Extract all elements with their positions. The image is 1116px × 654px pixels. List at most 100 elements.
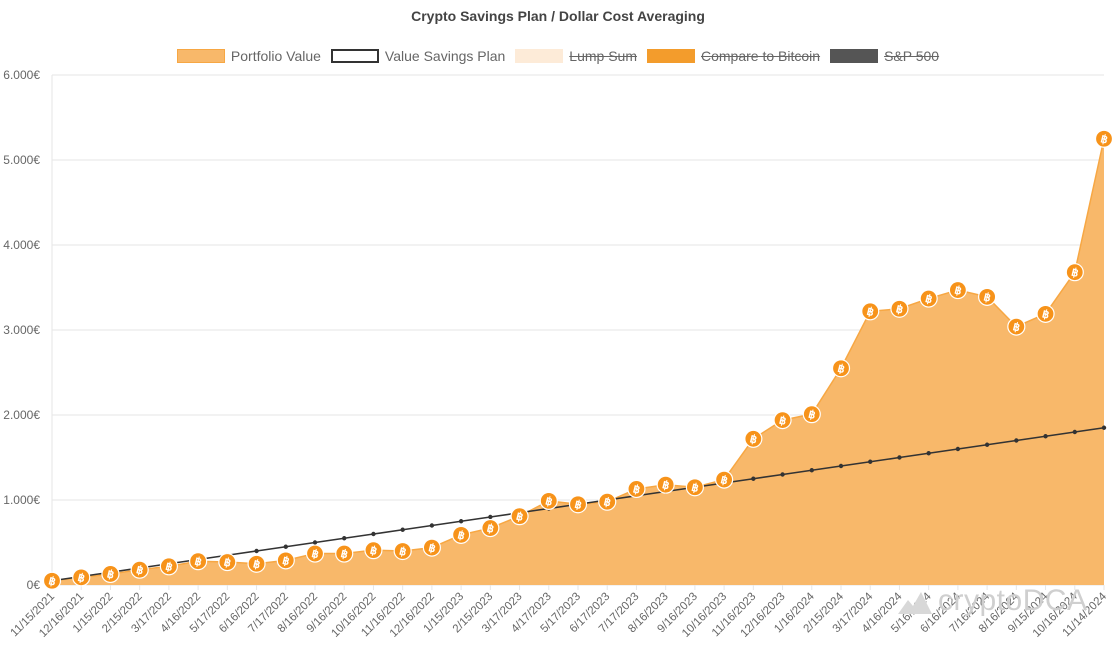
bitcoin-symbol: ฿ <box>252 558 262 571</box>
bitcoin-marker-circle <box>452 525 471 544</box>
value-savings-plan-point <box>897 455 902 460</box>
legend-item-compare-to-bitcoin[interactable]: Compare to Bitcoin <box>647 48 820 64</box>
bitcoin-icon: ฿ <box>481 518 500 538</box>
bitcoin-icon: ฿ <box>393 541 412 561</box>
bitcoin-marker-circle <box>890 299 909 318</box>
legend-item-sp500[interactable]: S&P 500 <box>830 48 939 64</box>
value-savings-plan-point <box>1101 425 1107 430</box>
bitcoin-icon: ฿ <box>510 507 529 526</box>
bitcoin-marker-circle <box>422 538 441 557</box>
bitcoin-symbol: ฿ <box>1070 267 1080 280</box>
y-tick-label: 6.000€ <box>3 68 40 82</box>
y-tick-label: 3.000€ <box>3 323 40 337</box>
bitcoin-icon: ฿ <box>890 299 909 318</box>
legend-label-portfolio-value: Portfolio Value <box>230 48 321 64</box>
bitcoin-icon: ฿ <box>598 492 617 511</box>
bitcoin-symbol: ฿ <box>719 474 729 487</box>
value-savings-plan-point <box>458 519 464 524</box>
bitcoin-symbol: ฿ <box>865 306 875 319</box>
bitcoin-icon: ฿ <box>305 544 325 563</box>
bitcoin-symbol: ฿ <box>661 479 671 492</box>
bitcoin-marker-circle <box>539 491 558 510</box>
bitcoin-icon: ฿ <box>1094 129 1114 148</box>
bitcoin-marker-circle <box>481 518 500 538</box>
bitcoin-icon: ฿ <box>159 557 178 576</box>
bitcoin-icon: ฿ <box>189 552 208 571</box>
value-savings-plan-point <box>868 459 873 464</box>
bitcoin-icon: ฿ <box>422 538 441 557</box>
bitcoin-symbol: ฿ <box>164 561 174 574</box>
marker-layer: ฿฿฿฿฿฿฿฿฿฿฿฿฿฿฿฿฿฿฿฿฿฿฿฿฿฿ ฿฿฿ ฿฿฿฿฿฿฿฿ <box>42 129 1114 590</box>
bitcoin-marker-circle <box>72 568 91 587</box>
bitcoin-icon: ฿ <box>978 287 997 306</box>
legend-swatch-portfolio-value <box>176 49 225 63</box>
y-tick-label: 1.000€ <box>3 493 40 507</box>
legend-swatch-sp500 <box>830 49 879 63</box>
chart-legend: Portfolio Value Value Savings Plan Lump … <box>0 44 1116 68</box>
bitcoin-marker-circle <box>1065 263 1084 282</box>
legend-label-sp500: S&P 500 <box>884 48 940 64</box>
legend-item-value-savings-plan[interactable]: Value Savings Plan <box>330 48 505 64</box>
bitcoin-icon: ฿ <box>335 544 354 563</box>
legend-item-lump-sum[interactable]: Lump Sum <box>515 48 637 64</box>
legend-swatch-compare-to-bitcoin <box>647 49 695 63</box>
value-savings-plan-point <box>283 544 288 549</box>
value-savings-plan-point <box>838 463 844 469</box>
series-layer <box>49 138 1107 585</box>
y-tick-label: 5.000€ <box>3 153 40 167</box>
bitcoin-symbol: ฿ <box>515 511 525 524</box>
value-savings-plan-point <box>429 523 435 528</box>
bitcoin-marker-circle <box>364 541 383 560</box>
value-savings-plan-point <box>809 468 814 473</box>
bitcoin-icon: ฿ <box>130 560 149 579</box>
bitcoin-symbol: ฿ <box>135 564 145 577</box>
bitcoin-icon: ฿ <box>715 470 734 489</box>
bitcoin-symbol: ฿ <box>690 482 700 495</box>
bitcoin-symbol: ฿ <box>807 409 817 422</box>
chart-title: Crypto Savings Plan / Dollar Cost Averag… <box>411 8 705 24</box>
watermark: cryptoDCA <box>898 584 1088 618</box>
bitcoin-icon: ฿ <box>452 525 471 544</box>
bitcoin-marker-circle <box>831 359 851 378</box>
bitcoin-icon: ฿ <box>364 541 383 560</box>
bitcoin-marker-circle <box>948 280 967 300</box>
bitcoin-icon: ฿ <box>831 359 851 378</box>
bitcoin-symbol: ฿ <box>369 545 379 558</box>
bitcoin-symbol: ฿ <box>193 556 203 569</box>
bitcoin-marker-circle <box>568 495 588 514</box>
bitcoin-marker-circle <box>861 302 880 321</box>
bitcoin-icon: ฿ <box>276 551 295 570</box>
bitcoin-marker-circle <box>773 411 792 430</box>
bitcoin-marker-circle <box>685 478 704 497</box>
value-savings-plan-point <box>342 536 347 541</box>
bitcoin-symbol: ฿ <box>836 363 846 376</box>
bitcoin-marker-circle <box>305 544 325 563</box>
bitcoin-icon: ฿ <box>1065 263 1084 282</box>
bitcoin-marker-circle <box>130 560 149 579</box>
bitcoin-marker-circle <box>393 541 412 561</box>
bitcoin-icon: ฿ <box>42 571 62 590</box>
y-tick-label: 4.000€ <box>3 238 40 252</box>
bitcoin-marker-circle <box>1094 129 1114 148</box>
bitcoin-marker-circle <box>189 552 208 571</box>
legend-swatch-value-savings-plan <box>330 49 379 63</box>
value-savings-plan-point <box>751 476 756 481</box>
bitcoin-symbol: ฿ <box>1099 133 1109 146</box>
bitcoin-marker-circle <box>101 564 120 584</box>
bitcoin-marker-circle <box>802 405 821 424</box>
bitcoin-icon: ฿ <box>1007 317 1026 336</box>
bitcoin-symbol: ฿ <box>953 284 963 297</box>
value-savings-plan-point <box>1043 434 1048 439</box>
portfolio-value-area <box>52 138 1104 585</box>
bitcoin-marker-circle <box>335 544 354 563</box>
bitcoin-symbol: ฿ <box>47 575 57 588</box>
bitcoin-marker-circle <box>978 287 997 306</box>
bitcoin-marker-circle <box>247 554 266 573</box>
bitcoin-symbol: ฿ <box>749 433 759 446</box>
watermark-text: cryptoDCA <box>938 584 1088 617</box>
legend-item-portfolio-value[interactable]: Portfolio Value <box>176 48 321 64</box>
bitcoin-icon: ฿ <box>539 491 558 510</box>
value-savings-plan-point <box>926 451 931 456</box>
bitcoin-marker-circle <box>919 289 938 308</box>
bitcoin-icon: ฿ <box>72 568 91 587</box>
